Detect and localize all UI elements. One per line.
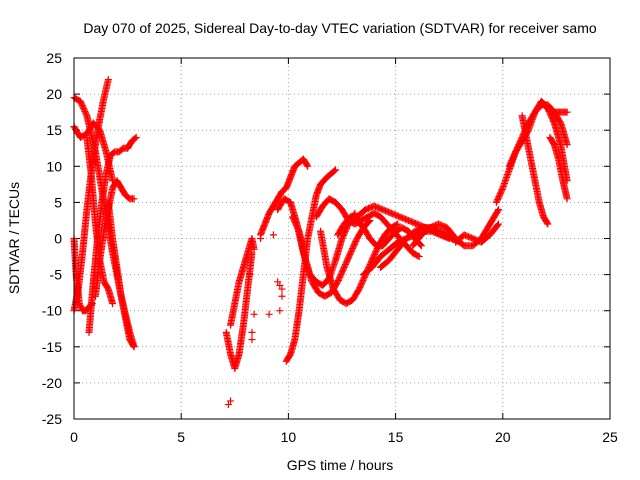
series-arc26 xyxy=(537,97,571,116)
data-point xyxy=(269,231,277,239)
data-point xyxy=(276,281,284,289)
y-tick-label: 20 xyxy=(46,86,62,102)
x-tick-label: 0 xyxy=(70,429,78,445)
x-tick-label: 15 xyxy=(388,429,404,445)
data-point xyxy=(498,185,506,193)
data-point xyxy=(330,167,338,175)
y-tick-label: -5 xyxy=(50,267,63,283)
data-point xyxy=(294,226,302,234)
data-point xyxy=(278,285,286,293)
series-arc20 xyxy=(377,224,453,271)
y-tick-label: -25 xyxy=(42,411,62,427)
data-point xyxy=(265,310,273,318)
data-point xyxy=(304,162,312,170)
data-point xyxy=(563,195,571,203)
data-point xyxy=(248,336,256,344)
y-tick-label: -10 xyxy=(42,303,62,319)
data-point xyxy=(276,307,284,315)
y-tick-label: 10 xyxy=(46,158,62,174)
data-point xyxy=(495,206,503,214)
data-point xyxy=(130,195,138,203)
data-point xyxy=(250,310,258,318)
data-point xyxy=(109,299,117,307)
data-point xyxy=(248,328,256,336)
data-points xyxy=(70,76,571,409)
x-tick-label: 5 xyxy=(177,429,185,445)
data-point xyxy=(132,133,140,141)
y-tick-label: 0 xyxy=(54,231,62,247)
series-arc10 xyxy=(227,235,258,329)
data-point xyxy=(494,221,502,229)
data-point xyxy=(415,253,423,261)
series-arc11 xyxy=(257,155,312,239)
data-point xyxy=(129,342,137,350)
y-tick-label: 15 xyxy=(46,122,62,138)
data-point xyxy=(332,166,340,174)
data-point xyxy=(417,242,425,250)
series-arc14 xyxy=(289,213,374,300)
data-point xyxy=(563,141,571,149)
x-tick-label: 10 xyxy=(281,429,297,445)
data-point xyxy=(278,292,286,300)
data-point xyxy=(414,252,422,260)
x-tick-label: 25 xyxy=(602,429,618,445)
data-point xyxy=(224,401,232,409)
y-axis-label: SDTVAR / TECUs xyxy=(6,182,22,294)
x-axis-label: GPS time / hours xyxy=(287,457,394,473)
series-arc12 xyxy=(282,166,340,365)
isolated-points xyxy=(224,231,286,409)
x-tick-label: 20 xyxy=(495,429,511,445)
series-arc04 xyxy=(70,235,96,315)
data-point xyxy=(274,278,282,286)
data-point xyxy=(130,343,138,351)
data-point xyxy=(494,207,502,215)
data-point xyxy=(104,76,112,84)
series-arc27 xyxy=(546,133,571,203)
data-point xyxy=(543,219,551,227)
data-point xyxy=(82,110,90,118)
data-point xyxy=(257,235,265,242)
data-point xyxy=(131,134,139,142)
data-point xyxy=(416,241,424,249)
data-point xyxy=(227,397,235,405)
data-point xyxy=(303,161,311,169)
y-tick-label: 25 xyxy=(46,50,62,66)
data-point xyxy=(246,271,254,279)
series-arc15 xyxy=(317,220,402,307)
series-arc22 xyxy=(452,220,503,246)
chart-title: Day 070 of 2025, Sidereal Day-to-day VTE… xyxy=(83,20,596,36)
series-arc09 xyxy=(222,249,256,372)
y-tick-label: 5 xyxy=(54,194,62,210)
plot-frame xyxy=(73,57,611,420)
y-tick-label: -15 xyxy=(42,339,62,355)
data-point xyxy=(544,220,552,228)
data-point xyxy=(495,220,503,228)
series-arc25 xyxy=(518,112,552,228)
series-arc08 xyxy=(104,198,138,351)
y-tick-label: -20 xyxy=(42,375,62,391)
axis-ticks: 0 5 10 15 20 25 -25 -20 -15 -10 -5 0 5 10 15 20 25 xyxy=(42,50,618,445)
data-point xyxy=(563,108,571,116)
data-point xyxy=(250,245,258,253)
